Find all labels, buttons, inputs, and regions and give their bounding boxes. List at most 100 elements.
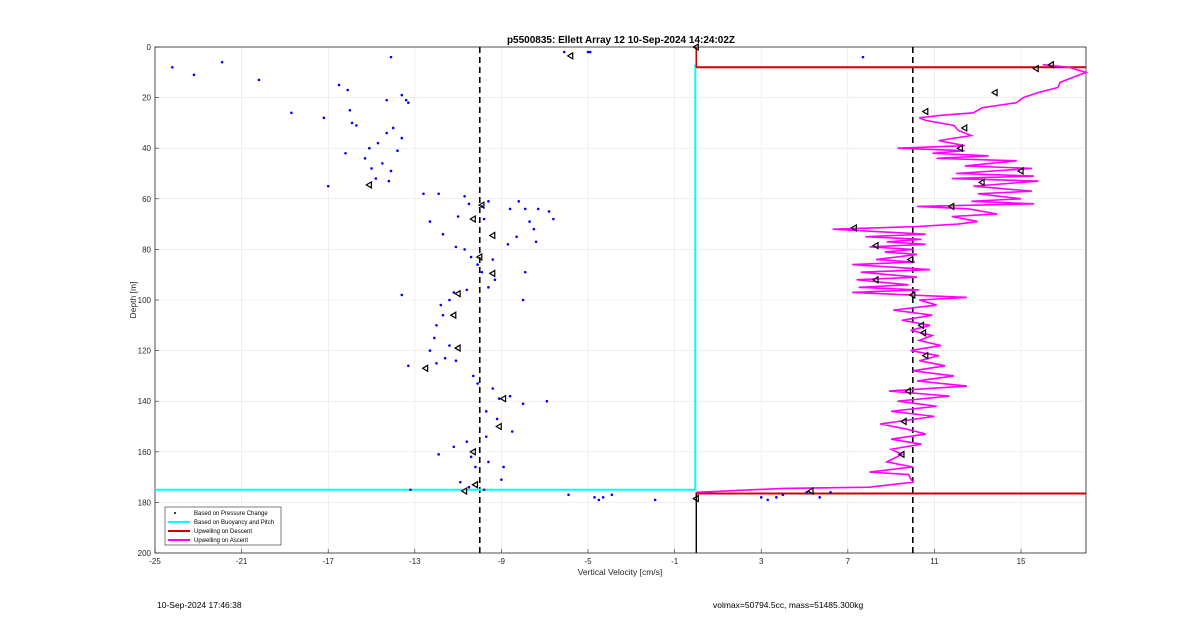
- pressure-point: [400, 136, 404, 140]
- pressure-point: [480, 270, 484, 274]
- pressure-point: [407, 101, 410, 104]
- pressure-point: [448, 298, 451, 302]
- pressure-point: [433, 336, 436, 340]
- x-tick-label: -5: [584, 557, 592, 566]
- pressure-point: [389, 169, 393, 173]
- direction-marker: [921, 351, 929, 360]
- direction-marker: [453, 344, 461, 353]
- pressure-point: [387, 179, 391, 183]
- ascent-line: [696, 63, 1089, 494]
- pressure-point: [805, 490, 808, 494]
- direction-marker: [919, 328, 927, 337]
- y-tick-label: 0: [147, 43, 152, 52]
- direction-markers: [365, 42, 1054, 503]
- pressure-point: [536, 207, 540, 211]
- pressure-point: [407, 364, 410, 368]
- x-tick-label: -9: [498, 557, 506, 566]
- pressure-point: [506, 243, 510, 246]
- pressure-point: [491, 387, 495, 390]
- x-tick-label: -13: [409, 557, 421, 566]
- pressure-point: [355, 124, 358, 127]
- direction-marker: [871, 241, 879, 250]
- legend: Based on Pressure Change Based on Buoyanc…: [164, 506, 282, 546]
- pressure-point: [517, 200, 521, 203]
- pressure-point: [171, 65, 174, 69]
- y-tick-label: 20: [142, 94, 151, 103]
- direction-marker: [1047, 60, 1054, 69]
- pressure-point: [422, 192, 425, 196]
- y-tick-label: 140: [138, 397, 152, 406]
- plot-area: [154, 46, 1087, 554]
- footer-stats: volmax=50794.5cc, mass=51485.300kg: [713, 600, 864, 610]
- pressure-point: [441, 313, 445, 317]
- pressure-point: [337, 83, 341, 87]
- footer-timestamp: 10-Sep-2024 17:46:38: [157, 600, 242, 610]
- x-tick-label: 11: [930, 557, 939, 566]
- legend-box: [164, 506, 282, 546]
- x-tick-label: -21: [236, 557, 248, 566]
- direction-marker: [977, 178, 985, 187]
- grid: [154, 46, 1086, 554]
- pressure-point: [428, 349, 432, 352]
- pressure-point: [482, 217, 486, 221]
- direction-marker: [850, 223, 857, 232]
- pressure-point: [482, 488, 486, 492]
- x-tick-label: -25: [149, 557, 161, 566]
- pressure-point: [456, 215, 460, 218]
- pressure-point: [829, 490, 832, 494]
- direction-marker: [990, 88, 998, 97]
- pressure-point: [385, 131, 388, 135]
- direction-marker: [475, 252, 483, 262]
- x-axis-label: Vertical Velocity [cm/s]: [578, 567, 663, 577]
- direction-marker: [1016, 166, 1024, 176]
- pressure-point: [552, 217, 555, 221]
- pressure-point: [495, 417, 499, 421]
- pressure-point: [439, 303, 443, 307]
- y-tick-label: 60: [142, 195, 151, 204]
- legend-entry: Upwelling on Descent: [194, 529, 252, 535]
- chart-title: p5500835: Ellett Array 12 10-Sep-2024 14…: [507, 35, 735, 46]
- y-axis-label: Depth [m]: [128, 282, 138, 319]
- pressure-point: [775, 496, 778, 499]
- pressure-point: [428, 220, 432, 223]
- pressure-point: [476, 263, 479, 266]
- pressure-point: [586, 50, 590, 54]
- pressure-point: [818, 496, 821, 499]
- pressure-point: [290, 111, 293, 115]
- pressure-point: [452, 291, 456, 294]
- direction-marker: [471, 480, 479, 489]
- y-tick-labels: 0 20 40 60 80 100 120 140 160 180 200: [138, 43, 152, 558]
- pressure-point: [391, 126, 395, 130]
- pressure-point: [346, 88, 349, 92]
- pressure-point: [381, 162, 384, 165]
- pressure-point: [528, 220, 531, 223]
- direction-marker: [460, 486, 468, 496]
- pressure-point: [344, 151, 347, 155]
- pressure-point: [192, 73, 196, 77]
- pressure-point: [484, 435, 488, 438]
- y-tick-label: 80: [142, 245, 151, 254]
- direction-marker: [692, 42, 699, 52]
- pressure-point: [396, 149, 399, 153]
- direction-marker: [477, 201, 485, 210]
- pressure-point: [593, 496, 596, 499]
- pressure-point: [497, 397, 501, 400]
- direction-marker: [488, 269, 496, 278]
- pressure-point: [502, 465, 505, 469]
- series-layer: [155, 47, 1089, 553]
- pressure-point: [562, 50, 566, 54]
- pressure-point: [469, 455, 473, 459]
- x-tick-label: -17: [322, 557, 334, 566]
- pressure-point: [521, 298, 525, 302]
- x-tick-labels: -25 -21 -17 -13 -9 -5 -1 3 7 11 15: [149, 557, 1026, 566]
- pressure-point: [400, 293, 404, 297]
- direction-marker: [449, 311, 457, 320]
- pressure-point: [610, 493, 614, 497]
- direction-marker: [499, 394, 507, 403]
- y-tick-label: 40: [142, 144, 151, 153]
- pressure-point: [500, 478, 503, 481]
- pressure-point: [385, 98, 388, 102]
- plot-frame: [154, 46, 1087, 554]
- pressure-point: [597, 498, 601, 502]
